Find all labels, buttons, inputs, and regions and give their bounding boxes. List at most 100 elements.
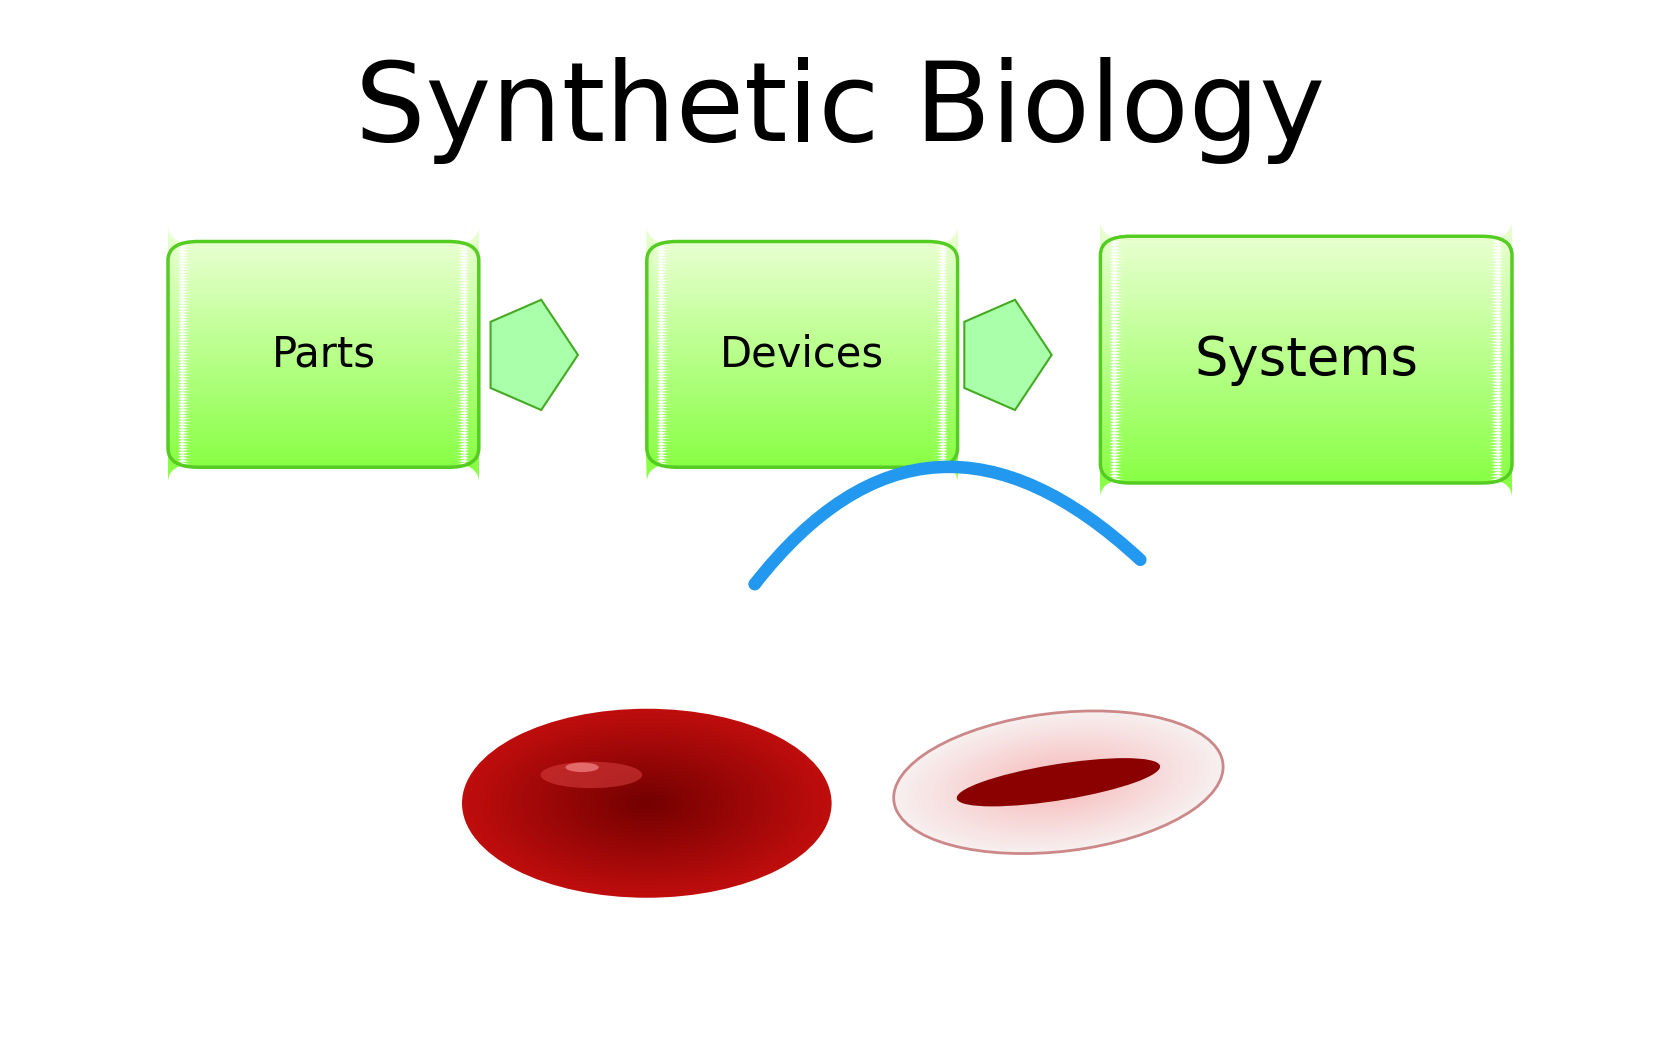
Ellipse shape xyxy=(894,711,1223,854)
Ellipse shape xyxy=(904,716,1213,848)
FancyBboxPatch shape xyxy=(1100,405,1512,439)
Ellipse shape xyxy=(963,740,1154,824)
FancyBboxPatch shape xyxy=(168,290,479,324)
Ellipse shape xyxy=(561,759,732,847)
FancyBboxPatch shape xyxy=(1100,384,1512,418)
FancyBboxPatch shape xyxy=(647,316,958,350)
FancyBboxPatch shape xyxy=(1100,286,1512,319)
FancyBboxPatch shape xyxy=(647,251,958,285)
FancyBboxPatch shape xyxy=(1100,430,1512,464)
FancyBboxPatch shape xyxy=(168,390,479,423)
FancyBboxPatch shape xyxy=(647,318,958,353)
FancyBboxPatch shape xyxy=(647,380,958,415)
FancyBboxPatch shape xyxy=(647,370,958,403)
FancyBboxPatch shape xyxy=(168,383,479,418)
Ellipse shape xyxy=(512,735,781,872)
Ellipse shape xyxy=(627,793,667,814)
FancyBboxPatch shape xyxy=(168,426,479,460)
FancyBboxPatch shape xyxy=(168,333,479,366)
FancyBboxPatch shape xyxy=(647,290,958,324)
FancyBboxPatch shape xyxy=(168,448,479,482)
FancyBboxPatch shape xyxy=(647,231,958,265)
FancyBboxPatch shape xyxy=(647,363,958,398)
FancyBboxPatch shape xyxy=(1100,248,1512,281)
Ellipse shape xyxy=(522,739,771,867)
Ellipse shape xyxy=(603,781,690,825)
FancyBboxPatch shape xyxy=(647,333,958,366)
Ellipse shape xyxy=(956,758,1161,806)
Ellipse shape xyxy=(1037,773,1080,792)
Ellipse shape xyxy=(583,770,712,836)
FancyBboxPatch shape xyxy=(168,408,479,443)
FancyBboxPatch shape xyxy=(647,366,958,400)
FancyBboxPatch shape xyxy=(647,372,958,406)
Ellipse shape xyxy=(553,755,741,852)
FancyBboxPatch shape xyxy=(168,259,479,293)
FancyBboxPatch shape xyxy=(647,327,958,361)
Ellipse shape xyxy=(622,791,672,816)
FancyBboxPatch shape xyxy=(647,273,958,308)
FancyBboxPatch shape xyxy=(168,353,479,386)
Ellipse shape xyxy=(610,784,684,822)
Ellipse shape xyxy=(934,729,1183,836)
Ellipse shape xyxy=(571,764,722,842)
FancyBboxPatch shape xyxy=(168,335,479,370)
Ellipse shape xyxy=(482,719,811,887)
FancyBboxPatch shape xyxy=(1100,307,1512,340)
FancyBboxPatch shape xyxy=(168,254,479,288)
FancyBboxPatch shape xyxy=(1100,375,1512,408)
FancyBboxPatch shape xyxy=(168,281,479,316)
Ellipse shape xyxy=(630,795,664,812)
Ellipse shape xyxy=(628,794,665,813)
Ellipse shape xyxy=(635,797,659,810)
FancyBboxPatch shape xyxy=(1100,310,1512,343)
FancyBboxPatch shape xyxy=(647,428,958,462)
FancyBboxPatch shape xyxy=(1100,437,1512,470)
FancyBboxPatch shape xyxy=(647,248,958,282)
Ellipse shape xyxy=(942,732,1174,833)
FancyBboxPatch shape xyxy=(168,265,479,299)
Ellipse shape xyxy=(954,737,1163,827)
FancyBboxPatch shape xyxy=(647,265,958,299)
FancyBboxPatch shape xyxy=(168,256,479,291)
FancyBboxPatch shape xyxy=(1100,273,1512,307)
Ellipse shape xyxy=(568,763,726,843)
FancyBboxPatch shape xyxy=(1100,251,1512,285)
Ellipse shape xyxy=(618,790,675,817)
FancyBboxPatch shape xyxy=(647,254,958,288)
Ellipse shape xyxy=(899,713,1218,852)
FancyBboxPatch shape xyxy=(168,321,479,355)
Ellipse shape xyxy=(544,752,749,855)
FancyBboxPatch shape xyxy=(168,276,479,310)
Ellipse shape xyxy=(988,752,1129,813)
FancyBboxPatch shape xyxy=(647,435,958,468)
FancyBboxPatch shape xyxy=(1100,239,1512,273)
Ellipse shape xyxy=(534,746,759,861)
FancyBboxPatch shape xyxy=(168,412,479,445)
FancyBboxPatch shape xyxy=(647,420,958,454)
FancyBboxPatch shape xyxy=(168,363,479,398)
Ellipse shape xyxy=(929,727,1188,838)
FancyBboxPatch shape xyxy=(1100,412,1512,445)
Text: Synthetic Biology: Synthetic Biology xyxy=(354,57,1326,164)
Ellipse shape xyxy=(499,728,795,879)
FancyBboxPatch shape xyxy=(1100,245,1512,278)
FancyBboxPatch shape xyxy=(1100,343,1512,377)
FancyBboxPatch shape xyxy=(1100,224,1512,257)
FancyBboxPatch shape xyxy=(1100,294,1512,328)
Ellipse shape xyxy=(469,712,825,895)
Ellipse shape xyxy=(573,765,721,841)
FancyBboxPatch shape xyxy=(647,268,958,301)
FancyBboxPatch shape xyxy=(1100,464,1512,498)
FancyBboxPatch shape xyxy=(647,378,958,412)
Ellipse shape xyxy=(507,733,786,874)
FancyBboxPatch shape xyxy=(647,276,958,310)
Ellipse shape xyxy=(608,783,685,823)
FancyBboxPatch shape xyxy=(1100,415,1512,448)
Ellipse shape xyxy=(464,710,830,897)
Ellipse shape xyxy=(907,717,1210,847)
Ellipse shape xyxy=(531,744,763,862)
FancyBboxPatch shape xyxy=(1100,365,1512,399)
FancyBboxPatch shape xyxy=(168,310,479,344)
FancyBboxPatch shape xyxy=(647,383,958,418)
